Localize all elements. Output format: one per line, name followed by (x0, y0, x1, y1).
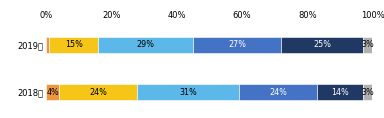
Bar (281, 37, 363, 53)
Bar (49, 37, 98, 53)
Bar (362, 37, 372, 53)
Text: 31%: 31% (179, 88, 197, 97)
Bar (317, 84, 363, 100)
Bar (137, 84, 238, 100)
Bar (46, 37, 49, 53)
Bar (193, 37, 281, 53)
Text: 4%: 4% (46, 88, 59, 97)
Bar (59, 84, 137, 100)
Text: 24%: 24% (269, 88, 287, 97)
Bar (362, 84, 372, 100)
Text: 29%: 29% (137, 40, 155, 49)
Text: 15%: 15% (65, 40, 83, 49)
Text: 27%: 27% (228, 40, 246, 49)
Text: 24%: 24% (89, 88, 107, 97)
Text: 3%: 3% (361, 40, 374, 49)
Bar (238, 84, 317, 100)
Bar (98, 37, 193, 53)
Text: 14%: 14% (331, 88, 349, 97)
Bar (46, 84, 59, 100)
Text: 3%: 3% (361, 88, 374, 97)
Text: 25%: 25% (313, 40, 331, 49)
